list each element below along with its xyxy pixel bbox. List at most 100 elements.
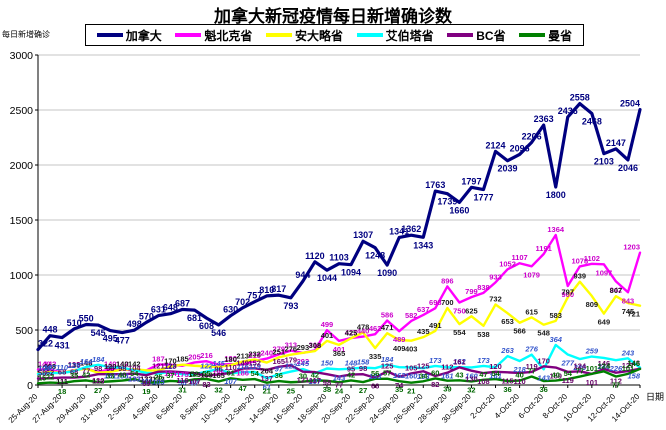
- data-label-3-28: 153: [369, 372, 382, 381]
- data-label-1-19: 240: [261, 349, 274, 358]
- series-line-2: [36, 280, 642, 375]
- data-label-4-34: 112: [441, 363, 453, 372]
- data-label-3-5: 184: [92, 355, 105, 364]
- data-label-2-26: 425: [345, 328, 358, 337]
- series-line-4: [36, 364, 642, 380]
- data-label-5-2: 18: [58, 387, 66, 396]
- data-label-0-12: 687: [175, 298, 190, 308]
- data-label-4-40: 110: [514, 377, 526, 386]
- data-label-1-3: 135: [68, 360, 81, 369]
- data-label-4-20: 165: [273, 357, 286, 366]
- data-label-3-0: 100: [38, 364, 51, 373]
- data-label-2-15: 165: [212, 371, 225, 380]
- data-label-5-20: 36: [275, 371, 283, 380]
- data-label-1-16: 190: [224, 354, 237, 363]
- data-label-3-12: 98: [178, 378, 187, 387]
- data-label-0-5: 545: [91, 328, 106, 338]
- data-label-5-35: 43: [455, 370, 463, 379]
- data-label-4-14: 83: [202, 380, 210, 389]
- data-label-5-13: 52: [190, 369, 198, 378]
- data-label-1-5: 120: [92, 376, 105, 385]
- data-label-0-7: 477: [115, 336, 130, 346]
- data-label-1-48: 942: [610, 285, 623, 294]
- data-label-2-41: 615: [525, 307, 538, 316]
- data-label-2-4: 148: [80, 359, 93, 368]
- data-label-3-25: 143: [333, 373, 346, 382]
- data-label-3-36: 160: [465, 371, 478, 380]
- x-tick-label-40: 4-Oct-20: [493, 392, 522, 421]
- data-label-0-13: 681: [187, 313, 202, 323]
- data-label-5-27: 27: [359, 386, 367, 395]
- data-label-5-44: 54: [564, 369, 573, 378]
- data-label-3-50: 158: [627, 372, 640, 381]
- data-label-0-23: 1120: [305, 251, 325, 261]
- data-label-5-24: 38: [323, 385, 331, 394]
- data-label-4-49: 127: [622, 361, 635, 370]
- data-label-3-21: 122: [285, 362, 298, 371]
- data-label-3-14: 122: [200, 362, 213, 371]
- y-tick-label-0: 0: [27, 380, 33, 392]
- data-label-3-45: 236: [573, 363, 587, 372]
- data-label-5-8: 54: [130, 369, 139, 378]
- data-label-1-18: 219: [248, 351, 261, 360]
- data-label-1-9: 132: [140, 374, 153, 383]
- data-label-1-12: 175: [176, 370, 189, 379]
- data-label-3-24: 150: [321, 359, 334, 368]
- data-label-0-22: 944: [295, 270, 310, 280]
- data-label-4-12: 116: [176, 376, 188, 385]
- legend-line-sample-3: [356, 33, 383, 37]
- data-label-5-26: 42: [347, 370, 355, 379]
- data-label-1-26: 427: [345, 328, 358, 337]
- legend-item-1: 魁北克省: [175, 27, 252, 44]
- data-label-2-25: 365: [333, 349, 346, 358]
- data-label-1-49: 843: [622, 296, 635, 305]
- data-label-3-32: 153: [417, 372, 430, 381]
- data-label-1-7: 142: [116, 359, 129, 368]
- data-label-4-32: 125: [417, 361, 430, 370]
- y-tick-label-3000: 3000: [10, 50, 34, 62]
- data-label-4-23: 117: [309, 376, 321, 385]
- legend-item-0: 加拿大: [96, 27, 162, 44]
- legend-line-sample-1: [175, 33, 202, 37]
- data-label-4-33: 82: [431, 380, 439, 389]
- data-label-4-7: 98: [118, 364, 126, 373]
- data-label-1-0: 140: [38, 360, 51, 369]
- data-label-5-9: 19: [142, 387, 150, 396]
- data-label-4-45: 124: [574, 361, 587, 370]
- data-label-3-49: 243: [621, 348, 635, 357]
- data-label-2-23: 308: [309, 341, 322, 350]
- data-label-2-34: 700: [441, 298, 454, 307]
- data-label-5-43: 40: [552, 371, 560, 380]
- data-label-2-8: 142: [128, 359, 141, 368]
- data-label-5-29: 57: [383, 369, 391, 378]
- data-label-2-13: 175: [188, 370, 201, 379]
- legend-label-2: 安大略省: [295, 28, 344, 43]
- y-tick-label-1000: 1000: [10, 270, 34, 282]
- data-label-3-8: 133: [128, 374, 141, 383]
- data-label-1-22: 292: [297, 357, 310, 366]
- data-label-5-10: 25: [154, 372, 162, 381]
- data-label-2-20: 251: [273, 347, 286, 356]
- data-label-0-47: 2103: [594, 157, 614, 167]
- data-label-5-47: 124: [598, 361, 611, 370]
- data-label-4-19: 137: [261, 374, 274, 383]
- data-label-0-30: 1341: [389, 226, 409, 236]
- data-label-5-42: 36: [540, 385, 548, 394]
- data-label-5-11: 37: [166, 371, 174, 380]
- data-label-4-1: 62: [46, 368, 54, 377]
- data-label-4-42: 170: [537, 356, 550, 365]
- legend-line-sample-2: [266, 33, 293, 37]
- data-label-4-3: 68: [70, 368, 78, 377]
- legend-label-3: 艾伯塔省: [385, 28, 434, 43]
- data-label-1-45: 1078: [571, 256, 588, 265]
- data-label-5-12: 31: [178, 386, 186, 395]
- data-label-0-24: 1044: [317, 273, 337, 283]
- data-label-5-15: 32: [214, 385, 222, 394]
- y-axis-title: 每日新增确诊: [2, 29, 50, 39]
- data-label-2-47: 649: [598, 318, 611, 327]
- data-label-0-27: 1307: [353, 230, 373, 240]
- data-label-3-18: 119: [249, 362, 262, 371]
- data-label-3-40: 218: [512, 365, 526, 374]
- data-label-4-22: 121: [297, 376, 310, 385]
- x-tick-label-42: 6-Oct-20: [517, 392, 546, 421]
